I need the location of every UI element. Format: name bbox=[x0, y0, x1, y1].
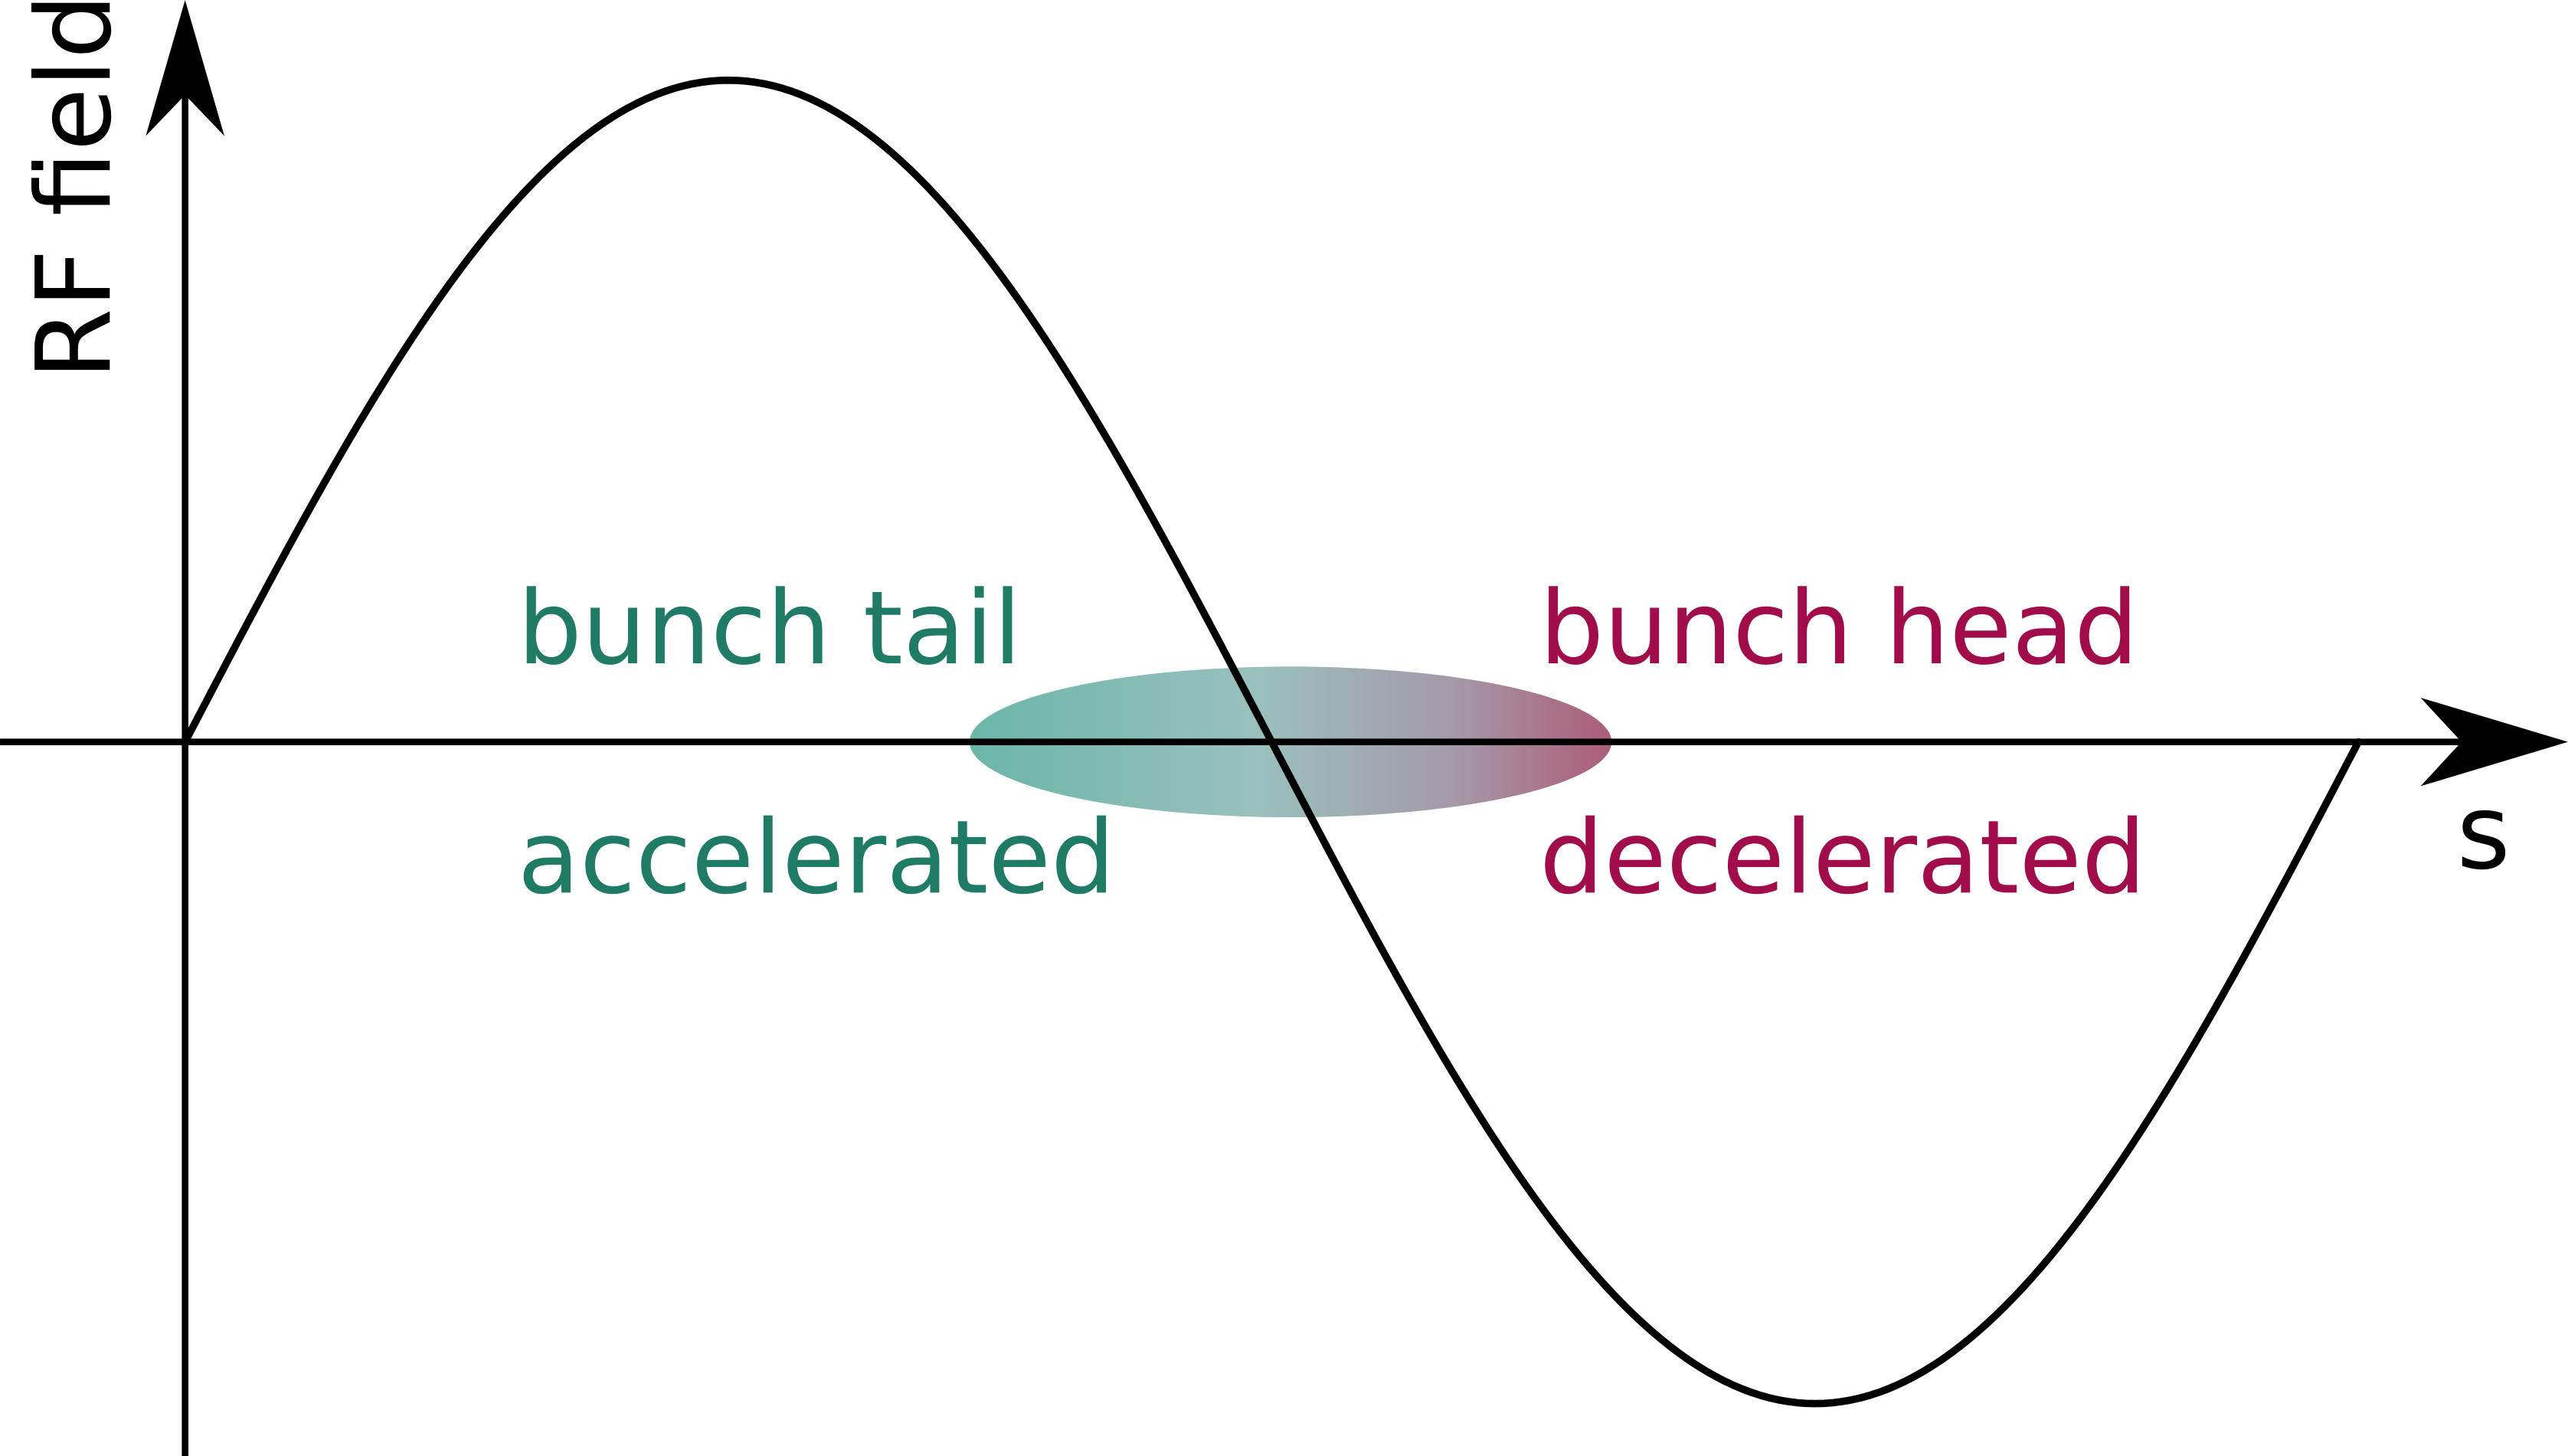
accelerated-label: accelerated bbox=[518, 799, 1115, 917]
decelerated-label: decelerated bbox=[1539, 799, 2146, 917]
field-axis-arrowhead bbox=[146, 0, 224, 136]
bunch-tail-label: bunch tail bbox=[518, 570, 1022, 688]
s-axis-label: s bbox=[2457, 772, 2511, 892]
rf-sine-wave bbox=[181, 76, 2363, 1408]
s-axis-arrowhead bbox=[2420, 697, 2568, 787]
field-axis-label: RF field bbox=[14, 0, 134, 380]
bunch-head-label: bunch head bbox=[1539, 570, 2138, 688]
